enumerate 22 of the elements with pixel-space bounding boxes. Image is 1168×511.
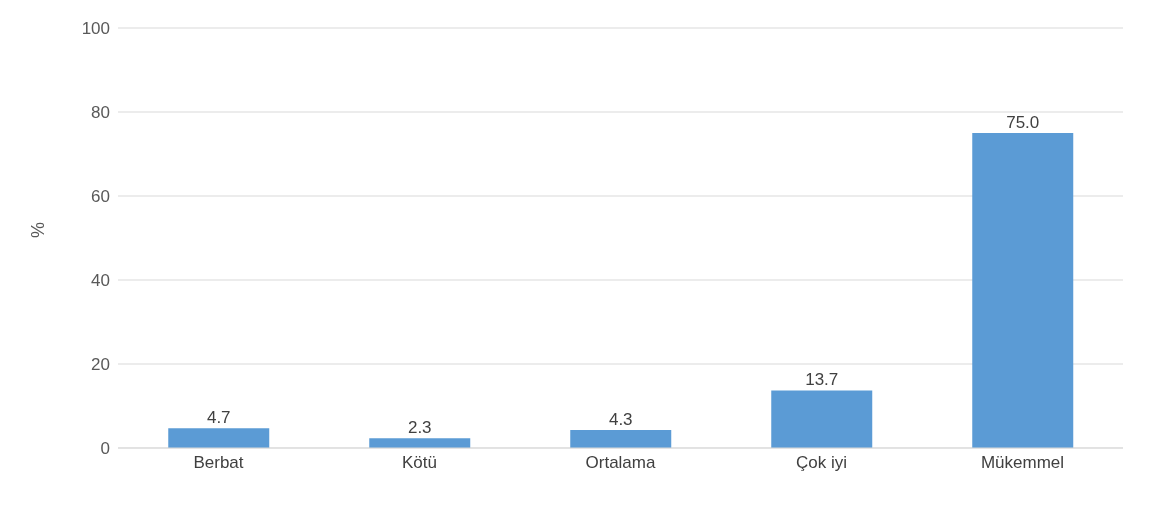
- data-label: 75.0: [1006, 113, 1040, 132]
- bar: [972, 133, 1074, 448]
- y-tick-label: 60: [91, 187, 110, 207]
- bar: [369, 438, 471, 448]
- y-tick-label: 20: [91, 355, 110, 375]
- data-label: 2.3: [407, 418, 432, 438]
- data-label: 4.7: [206, 408, 231, 428]
- y-tick-label: 0: [100, 439, 110, 459]
- x-tick-label: Berbat: [193, 453, 244, 473]
- bar: [168, 428, 270, 448]
- bar: [570, 429, 672, 448]
- x-tick-label: Çok iyi: [795, 453, 848, 473]
- data-label: 4.3: [608, 409, 633, 429]
- bar: [771, 390, 873, 448]
- x-tick-label: Kötü: [402, 453, 437, 473]
- x-tick-label: Mükemmel: [980, 453, 1065, 473]
- y-tick-label: 80: [91, 103, 110, 123]
- y-tick-label: 100: [81, 19, 110, 39]
- data-label: 13.7: [805, 370, 839, 390]
- x-tick-label: Ortalama: [585, 453, 656, 473]
- y-tick-label: 40: [91, 271, 110, 291]
- y-axis-title: %: [28, 221, 49, 238]
